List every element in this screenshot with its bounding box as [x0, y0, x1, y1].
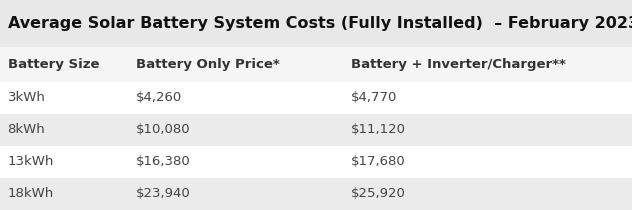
Bar — [0, 114, 632, 146]
Text: 8kWh: 8kWh — [8, 123, 46, 136]
Text: $17,680: $17,680 — [351, 155, 406, 168]
Text: Battery Only Price*: Battery Only Price* — [136, 58, 279, 71]
Bar — [0, 0, 632, 47]
Text: 3kWh: 3kWh — [8, 91, 46, 104]
Text: $4,260: $4,260 — [136, 91, 182, 104]
Text: $10,080: $10,080 — [136, 123, 190, 136]
Text: 13kWh: 13kWh — [8, 155, 54, 168]
Text: 18kWh: 18kWh — [8, 188, 54, 201]
Text: $16,380: $16,380 — [136, 155, 191, 168]
Bar — [0, 82, 632, 114]
Text: Average Solar Battery System Costs (Fully Installed)  – February 2023: Average Solar Battery System Costs (Full… — [8, 16, 632, 31]
Text: $11,120: $11,120 — [351, 123, 406, 136]
Bar — [0, 47, 632, 82]
Text: $4,770: $4,770 — [351, 91, 397, 104]
Bar — [0, 146, 632, 178]
Text: $23,940: $23,940 — [136, 188, 191, 201]
Text: Battery + Inverter/Charger**: Battery + Inverter/Charger** — [351, 58, 566, 71]
Text: $25,920: $25,920 — [351, 188, 406, 201]
Text: Battery Size: Battery Size — [8, 58, 99, 71]
Bar — [0, 178, 632, 210]
